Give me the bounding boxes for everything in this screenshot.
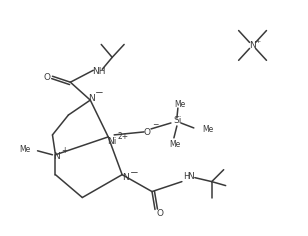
Text: N: N: [249, 41, 256, 50]
Text: −: −: [130, 168, 139, 178]
Text: O: O: [156, 209, 164, 218]
Text: H: H: [183, 172, 189, 181]
Text: +: +: [61, 146, 67, 155]
Text: Ni: Ni: [107, 137, 117, 146]
Text: −: −: [152, 120, 158, 130]
Text: −: −: [95, 88, 103, 98]
Text: N: N: [53, 152, 60, 161]
Text: O: O: [44, 73, 51, 82]
Text: Me: Me: [19, 145, 30, 154]
Text: +: +: [255, 39, 260, 44]
Text: Me: Me: [174, 100, 185, 109]
Text: N: N: [188, 172, 194, 181]
Text: Me: Me: [202, 125, 213, 135]
Text: NH: NH: [92, 67, 106, 76]
Text: Si: Si: [174, 117, 182, 126]
Text: O: O: [144, 128, 151, 137]
Text: 2+: 2+: [118, 132, 129, 141]
Text: N: N: [122, 173, 128, 182]
Text: N: N: [88, 94, 95, 103]
Text: Me: Me: [169, 140, 180, 149]
